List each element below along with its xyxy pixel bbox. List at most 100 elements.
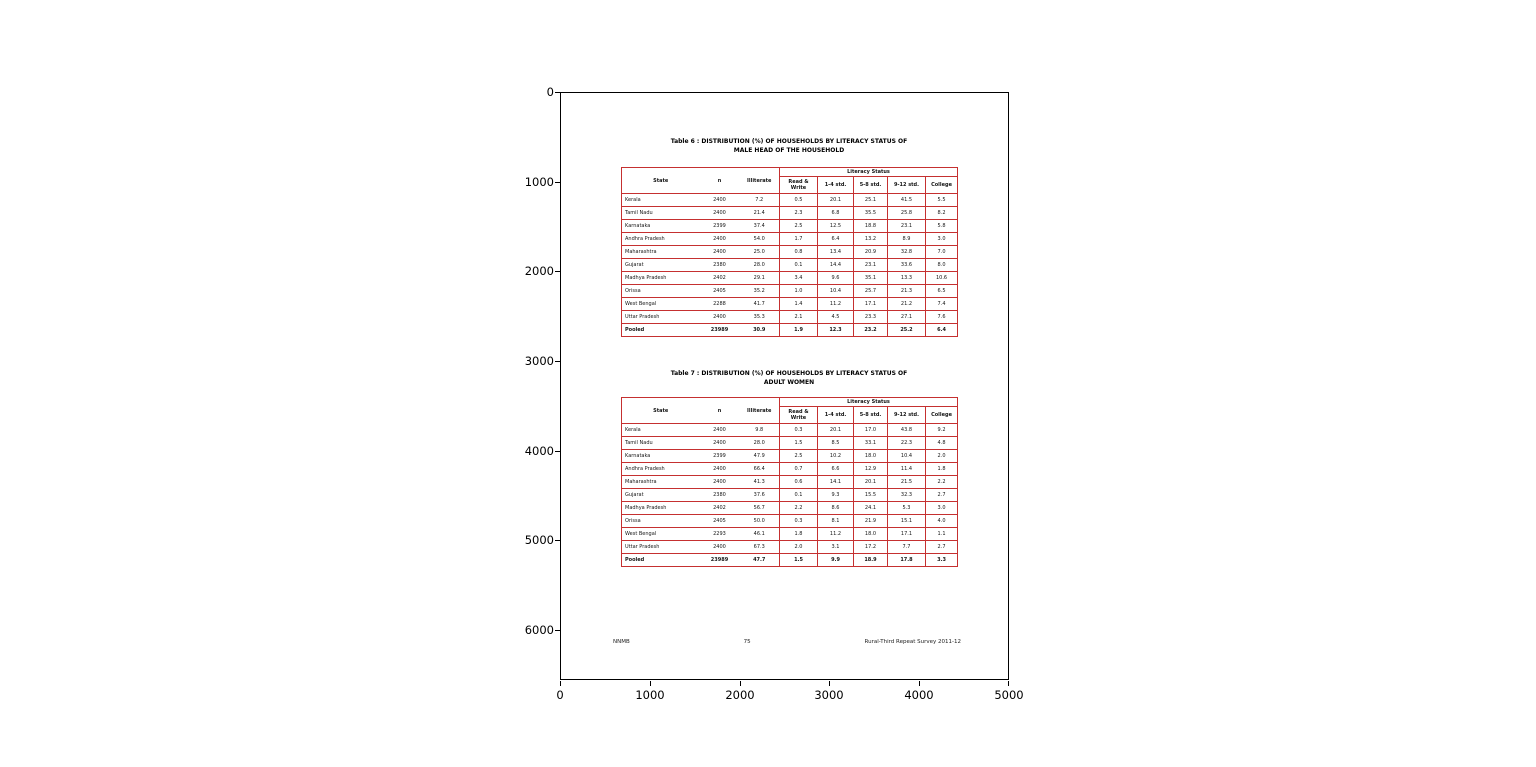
- table-row: Pooled 23989 47.7 1.5 9.9 18.9 17.8 3.3: [621, 553, 958, 567]
- cell-read-write: 0.5: [779, 193, 818, 207]
- cell-n: 2400: [699, 475, 740, 489]
- cell-1-4-std: 10.2: [817, 449, 854, 463]
- cell-9-12-std: 27.1: [887, 310, 926, 324]
- cell-college: 3.0: [924, 501, 958, 515]
- cell-n: 2400: [699, 436, 740, 450]
- cell-5-8-std: 18.9: [853, 553, 888, 567]
- y-tick-mark: [555, 182, 560, 183]
- table-row: Karnataka 2399 47.9 2.5 10.2 18.0 10.4 2…: [621, 449, 958, 463]
- cell-illiterate: 54.0: [739, 232, 780, 246]
- cell-college: 5.5: [924, 193, 958, 207]
- x-tick-mark: [650, 681, 651, 686]
- cell-5-8-std: 20.9: [853, 245, 888, 259]
- cell-illiterate: 47.9: [739, 449, 780, 463]
- cell-n: 2405: [699, 514, 740, 528]
- cell-1-4-std: 3.1: [817, 540, 854, 554]
- cell-1-4-std: 11.2: [817, 297, 854, 311]
- table-row: Madhya Pradesh 2402 29.1 3.4 9.6 35.1 13…: [621, 271, 958, 285]
- cell-college: 6.4: [924, 323, 958, 337]
- cell-college: 3.3: [924, 553, 958, 567]
- table-header-row: State n Illiterate Literacy Status: [621, 397, 958, 424]
- cell-illiterate: 7.2: [739, 193, 780, 207]
- cell-5-8-std: 18.8: [853, 219, 888, 233]
- cell-illiterate: 41.3: [739, 475, 780, 489]
- column-header-n: n: [699, 397, 740, 424]
- cell-illiterate: 28.0: [739, 436, 780, 450]
- cell-1-4-std: 9.6: [817, 271, 854, 285]
- cell-n: 2400: [699, 462, 740, 476]
- cell-illiterate: 35.2: [739, 284, 780, 298]
- column-header-illiterate: Illiterate: [739, 167, 780, 194]
- cell-5-8-std: 18.0: [853, 527, 888, 541]
- cell-college: 10.6: [924, 271, 958, 285]
- cell-illiterate: 56.7: [739, 501, 780, 515]
- group-header-literacy-status: Literacy Status: [778, 167, 958, 177]
- cell-5-8-std: 23.1: [853, 258, 888, 272]
- cell-n: 2402: [699, 271, 740, 285]
- cell-college: 1.8: [924, 462, 958, 476]
- table-subheader-row: Read & Write 1-4 std. 5-8 std. 9-12 std.…: [622, 406, 958, 424]
- x-tick-label: 1000: [635, 688, 665, 702]
- cell-n: 2400: [699, 423, 740, 437]
- cell-5-8-std: 13.2: [853, 232, 888, 246]
- y-tick-label: 0: [546, 85, 554, 99]
- cell-illiterate: 37.4: [739, 219, 780, 233]
- y-tick-mark: [555, 92, 560, 93]
- column-header-1-4-std: 1-4 std.: [817, 406, 854, 424]
- table-subheader-row: Read & Write 1-4 std. 5-8 std. 9-12 std.…: [622, 176, 958, 194]
- cell-read-write: 1.0: [779, 284, 818, 298]
- cell-5-8-std: 24.1: [853, 501, 888, 515]
- cell-college: 4.8: [924, 436, 958, 450]
- cell-read-write: 0.3: [779, 423, 818, 437]
- column-header-read-write: Read & Write: [779, 176, 818, 194]
- column-header-5-8-std: 5-8 std.: [853, 406, 888, 424]
- cell-college: 2.2: [924, 475, 958, 489]
- table-row: Tamil Nadu 2400 21.4 2.3 6.8 35.5 25.8 8…: [621, 206, 958, 220]
- cell-5-8-std: 33.1: [853, 436, 888, 450]
- cell-read-write: 2.1: [779, 310, 818, 324]
- cell-state: West Bengal: [621, 527, 700, 541]
- y-tick-mark: [555, 361, 560, 362]
- cell-college: 2.7: [924, 488, 958, 502]
- cell-9-12-std: 21.2: [887, 297, 926, 311]
- table7-title: Table 7 : DISTRIBUTION (%) OF HOUSEHOLDS…: [621, 369, 957, 387]
- cell-read-write: 2.0: [779, 540, 818, 554]
- cell-1-4-std: 6.4: [817, 232, 854, 246]
- cell-5-8-std: 17.1: [853, 297, 888, 311]
- cell-illiterate: 29.1: [739, 271, 780, 285]
- cell-9-12-std: 21.3: [887, 284, 926, 298]
- table-literacy-adult-women: State n Illiterate Literacy Status Read …: [621, 397, 959, 567]
- cell-n: 23989: [699, 323, 740, 337]
- cell-state: Andhra Pradesh: [621, 232, 700, 246]
- table-row: Orissa 2405 50.0 0.3 8.1 21.9 15.1 4.0: [621, 514, 958, 528]
- cell-9-12-std: 21.5: [887, 475, 926, 489]
- y-tick-mark: [555, 451, 560, 452]
- footer-left: NNMB: [613, 639, 630, 645]
- cell-5-8-std: 12.9: [853, 462, 888, 476]
- cell-read-write: 0.8: [779, 245, 818, 259]
- cell-n: 2405: [699, 284, 740, 298]
- cell-9-12-std: 23.1: [887, 219, 926, 233]
- cell-state: Uttar Pradesh: [621, 540, 700, 554]
- cell-n: 2399: [699, 449, 740, 463]
- cell-read-write: 2.3: [779, 206, 818, 220]
- cell-n: 2400: [699, 540, 740, 554]
- y-tick-mark: [555, 540, 560, 541]
- table-row: Gujarat 2380 28.0 0.1 14.4 23.1 33.6 8.0: [621, 258, 958, 272]
- footer-page-number: 75: [743, 639, 751, 645]
- cell-read-write: 0.7: [779, 462, 818, 476]
- cell-9-12-std: 25.2: [887, 323, 926, 337]
- table-row: Pooled 23989 30.9 1.9 12.3 23.2 25.2 6.4: [621, 323, 958, 337]
- plot-area: Table 6 : DISTRIBUTION (%) OF HOUSEHOLDS…: [560, 92, 1009, 680]
- cell-read-write: 1.4: [779, 297, 818, 311]
- x-tick-mark: [1008, 681, 1009, 686]
- x-tick-mark: [829, 681, 830, 686]
- table-row: Orissa 2405 35.2 1.0 10.4 25.7 21.3 6.5: [621, 284, 958, 298]
- cell-n: 2293: [699, 527, 740, 541]
- cell-read-write: 0.1: [779, 488, 818, 502]
- cell-state: Kerala: [621, 423, 700, 437]
- cell-college: 4.0: [924, 514, 958, 528]
- column-header-9-12-std: 9-12 std.: [887, 406, 926, 424]
- cell-n: 2400: [699, 206, 740, 220]
- cell-5-8-std: 23.3: [853, 310, 888, 324]
